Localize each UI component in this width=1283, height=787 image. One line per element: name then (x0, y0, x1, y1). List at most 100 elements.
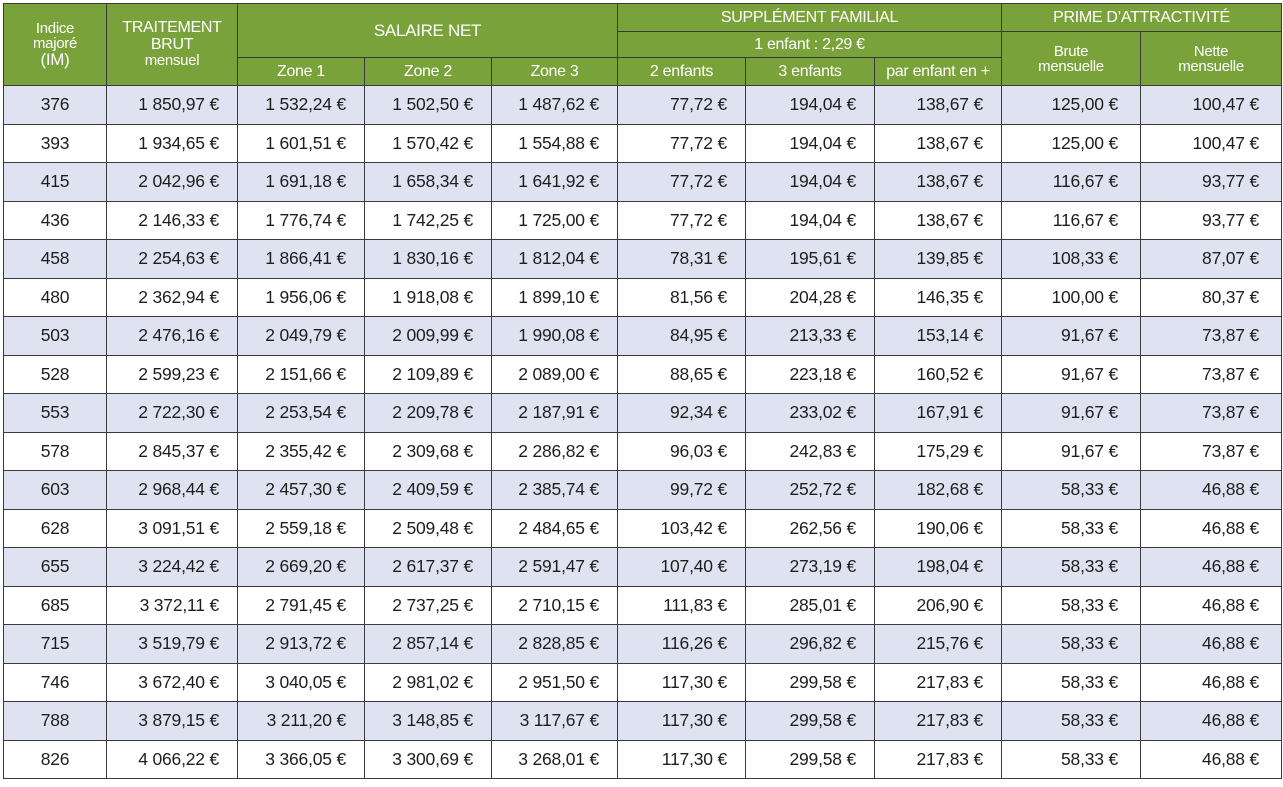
table-cell: 2 669,20 € (237, 547, 365, 587)
table-row: 603 2 968,44 €2 457,30 €2 409,59 €2 385,7… (3, 470, 1283, 510)
cell-indice: 578 (3, 431, 107, 471)
cell-indice: 528 (3, 354, 107, 394)
table-body: 376 1 850,97 €1 532,24 €1 502,50 €1 487,6… (3, 85, 1283, 779)
table-cell: 77,72 € (617, 162, 746, 202)
table-cell: 204,28 € (745, 277, 875, 317)
table-cell: 2 355,42 € (237, 431, 365, 471)
cell-indice: 685 (3, 585, 107, 625)
table-cell: 73,87 € (1140, 354, 1283, 394)
table-cell: 58,33 € (1001, 585, 1142, 625)
cell-indice: 746 (3, 662, 107, 702)
table-cell: 116,26 € (617, 624, 746, 664)
table-cell: 117,30 € (617, 739, 746, 779)
table-cell: 2 509,48 € (364, 508, 492, 548)
header-prime-brute: Brute mensuelle (1001, 31, 1142, 86)
table-cell: 1 918,08 € (364, 277, 492, 317)
table-cell: 2 457,30 € (237, 470, 365, 510)
table-cell: 3 224,42 € (106, 547, 238, 587)
table-cell: 91,67 € (1001, 431, 1142, 471)
table-cell: 2 286,82 € (491, 431, 618, 471)
table-cell: 138,67 € (873, 123, 1003, 163)
table-cell: 1 990,08 € (491, 316, 618, 356)
table-cell: 3 148,85 € (364, 701, 492, 741)
table-row: 376 1 850,97 €1 532,24 €1 502,50 €1 487,6… (3, 85, 1283, 125)
table-cell: 77,72 € (617, 200, 746, 240)
table-cell: 2 476,16 € (106, 316, 238, 356)
table-cell: 108,33 € (1001, 239, 1142, 279)
table-cell: 285,01 € (745, 585, 875, 625)
table-row: 503 2 476,16 €2 049,79 €2 009,99 €1 990,0… (3, 316, 1283, 356)
table-cell: 273,19 € (745, 547, 875, 587)
table-cell: 139,85 € (873, 239, 1003, 279)
table-cell: 2 146,33 € (106, 200, 238, 240)
table-cell: 3 040,05 € (237, 662, 365, 702)
table-cell: 146,35 € (873, 277, 1003, 317)
table-cell: 46,88 € (1140, 585, 1283, 625)
table-row: 578 2 845,37 €2 355,42 €2 309,68 €2 286,8… (3, 431, 1283, 471)
table-cell: 1 502,50 € (364, 85, 492, 125)
table-cell: 3 366,05 € (237, 739, 365, 779)
header-3-enfants: 3 enfants (745, 57, 875, 86)
table-cell: 2 599,23 € (106, 354, 238, 394)
table-row: 685 3 372,11 €2 791,45 €2 737,25 €2 710,1… (3, 585, 1283, 625)
table-cell: 2 617,37 € (364, 547, 492, 587)
table-row: 415 2 042,96 €1 691,18 €1 658,34 €1 641,9… (3, 162, 1283, 202)
header-indice: Indice majoré (IM) (3, 3, 107, 86)
table-cell: 1 934,65 € (106, 123, 238, 163)
table-cell: 252,72 € (745, 470, 875, 510)
table-cell: 242,83 € (745, 431, 875, 471)
table-cell: 2 913,72 € (237, 624, 365, 664)
table-cell: 103,42 € (617, 508, 746, 548)
table-cell: 3 519,79 € (106, 624, 238, 664)
table-cell: 3 211,20 € (237, 701, 365, 741)
salary-grid-table: Indice majoré (IM) TRAITEMENT BRUT mensu… (3, 3, 1283, 779)
cell-indice: 415 (3, 162, 107, 202)
table-cell: 206,90 € (873, 585, 1003, 625)
table-cell: 58,33 € (1001, 701, 1142, 741)
table-cell: 138,67 € (873, 162, 1003, 202)
table-cell: 3 879,15 € (106, 701, 238, 741)
table-row: 436 2 146,33 €1 776,74 €1 742,25 €1 725,0… (3, 200, 1283, 240)
table-cell: 1 601,51 € (237, 123, 365, 163)
table-cell: 299,58 € (745, 701, 875, 741)
table-cell: 100,47 € (1140, 123, 1283, 163)
table-cell: 116,67 € (1001, 162, 1142, 202)
header-zone-1: Zone 1 (237, 57, 365, 86)
table-cell: 77,72 € (617, 123, 746, 163)
table-cell: 2 951,50 € (491, 662, 618, 702)
table-cell: 58,33 € (1001, 470, 1142, 510)
table-cell: 2 710,15 € (491, 585, 618, 625)
table-cell: 138,67 € (873, 85, 1003, 125)
table-cell: 125,00 € (1001, 123, 1142, 163)
table-cell: 84,95 € (617, 316, 746, 356)
table-cell: 4 066,22 € (106, 739, 238, 779)
table-cell: 111,83 € (617, 585, 746, 625)
table-cell: 93,77 € (1140, 162, 1283, 202)
cell-indice: 553 (3, 393, 107, 433)
table-cell: 58,33 € (1001, 662, 1142, 702)
table-cell: 1 532,24 € (237, 85, 365, 125)
table-cell: 73,87 € (1140, 316, 1283, 356)
table-cell: 2 362,94 € (106, 277, 238, 317)
table-cell: 167,91 € (873, 393, 1003, 433)
table-cell: 198,04 € (873, 547, 1003, 587)
table-cell: 2 309,68 € (364, 431, 492, 471)
table-row: 480 2 362,94 €1 956,06 €1 918,08 €1 899,1… (3, 277, 1283, 317)
table-row: 788 3 879,15 €3 211,20 €3 148,85 €3 117,6… (3, 701, 1283, 741)
table-cell: 96,03 € (617, 431, 746, 471)
table-row: 458 2 254,63 €1 866,41 €1 830,16 €1 812,0… (3, 239, 1283, 279)
table-cell: 80,37 € (1140, 277, 1283, 317)
table-cell: 46,88 € (1140, 701, 1283, 741)
header-par-enfant: par enfant en + (873, 57, 1003, 86)
table-cell: 100,47 € (1140, 85, 1283, 125)
header-prime-attractivite: PRIME D’ATTRACTIVITÉ (1001, 3, 1283, 32)
table-cell: 1 776,74 € (237, 200, 365, 240)
table-cell: 3 300,69 € (364, 739, 492, 779)
table-cell: 153,14 € (873, 316, 1003, 356)
table-cell: 93,77 € (1140, 200, 1283, 240)
table-cell: 58,33 € (1001, 508, 1142, 548)
table-row: 715 3 519,79 €2 913,72 €2 857,14 €2 828,8… (3, 624, 1283, 664)
table-cell: 1 658,34 € (364, 162, 492, 202)
table-cell: 46,88 € (1140, 508, 1283, 548)
header-prime-nette: Nette mensuelle (1140, 31, 1283, 86)
